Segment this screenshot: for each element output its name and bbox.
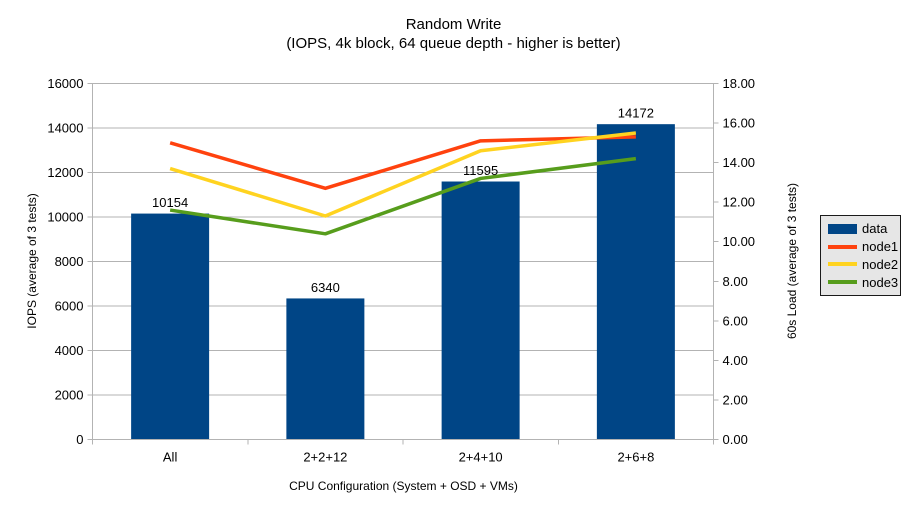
chart-subtitle: (IOPS, 4k block, 64 queue depth - higher… bbox=[286, 35, 621, 52]
y-left-tick-label: 10000 bbox=[47, 210, 83, 225]
y-right-tick-label: 12.00 bbox=[723, 195, 756, 210]
x-category-label: 2+6+8 bbox=[617, 450, 654, 465]
y-right-tick-label: 10.00 bbox=[723, 234, 756, 249]
bar-data-label: 11595 bbox=[463, 163, 498, 178]
legend-item-node3: node3 bbox=[828, 276, 900, 289]
x-category-label: 2+2+12 bbox=[303, 450, 347, 465]
legend-swatch-node2 bbox=[828, 262, 857, 267]
y-right-tick-label: 6.00 bbox=[723, 313, 748, 328]
y-left-tick-label: 8000 bbox=[55, 254, 84, 269]
line-series-node2 bbox=[169, 131, 637, 218]
legend-item-node1: node1 bbox=[828, 240, 900, 253]
y-right-tick-label: 0.00 bbox=[723, 432, 748, 447]
y-left-tick-label: 4000 bbox=[55, 343, 84, 358]
legend: data node1 node2 node3 bbox=[820, 215, 901, 296]
legend-swatch-data bbox=[828, 223, 857, 234]
bar-data-label: 6340 bbox=[311, 280, 340, 295]
legend-item-node2: node2 bbox=[828, 258, 900, 271]
y-left-tick-label: 14000 bbox=[47, 121, 83, 136]
legend-label: node1 bbox=[862, 239, 899, 255]
y-right-tick-label: 2.00 bbox=[723, 392, 748, 407]
y-left-tick-label: 0 bbox=[76, 432, 83, 447]
y-right-tick-label: 18.00 bbox=[723, 76, 756, 91]
y-left-tick-label: 2000 bbox=[55, 388, 84, 403]
bar-2+4+10 bbox=[441, 181, 520, 440]
line-series-node3 bbox=[169, 156, 637, 236]
y-left-tick-label: 12000 bbox=[47, 165, 83, 180]
bar-data-label: 14172 bbox=[618, 106, 654, 121]
legend-label: node3 bbox=[862, 274, 899, 290]
y-axis-right-title: 60s Load (average of 3 tests) bbox=[785, 182, 799, 340]
y-axis-left-title: IOPS (average of 3 tests) bbox=[25, 193, 39, 329]
bar-2+2+12 bbox=[286, 298, 365, 440]
legend-swatch-node1 bbox=[828, 244, 857, 249]
bar-2+6+8 bbox=[596, 124, 675, 440]
axes bbox=[87, 83, 719, 445]
legend-label: node2 bbox=[862, 256, 899, 272]
y-left-tick-label: 6000 bbox=[55, 299, 84, 314]
y-right-tick-label: 4.00 bbox=[723, 353, 748, 368]
legend-swatch-node3 bbox=[828, 280, 857, 285]
bar-series-data bbox=[131, 124, 675, 440]
y-right-tick-label: 8.00 bbox=[723, 274, 748, 289]
chart-title: Random Write bbox=[405, 16, 502, 33]
y-right-tick-label: 14.00 bbox=[723, 155, 756, 170]
legend-item-data: data bbox=[828, 222, 900, 235]
line-series-node1 bbox=[169, 135, 636, 191]
bar-data-label: 10154 bbox=[152, 195, 188, 210]
x-category-label: 2+4+10 bbox=[459, 450, 503, 465]
legend-label: data bbox=[862, 221, 888, 237]
y-left-tick-label: 16000 bbox=[47, 76, 83, 91]
y-right-tick-label: 16.00 bbox=[723, 116, 756, 131]
x-category-label: All bbox=[163, 450, 178, 465]
x-axis-title: CPU Configuration (System + OSD + VMs) bbox=[289, 479, 518, 493]
bar-All bbox=[131, 213, 210, 440]
